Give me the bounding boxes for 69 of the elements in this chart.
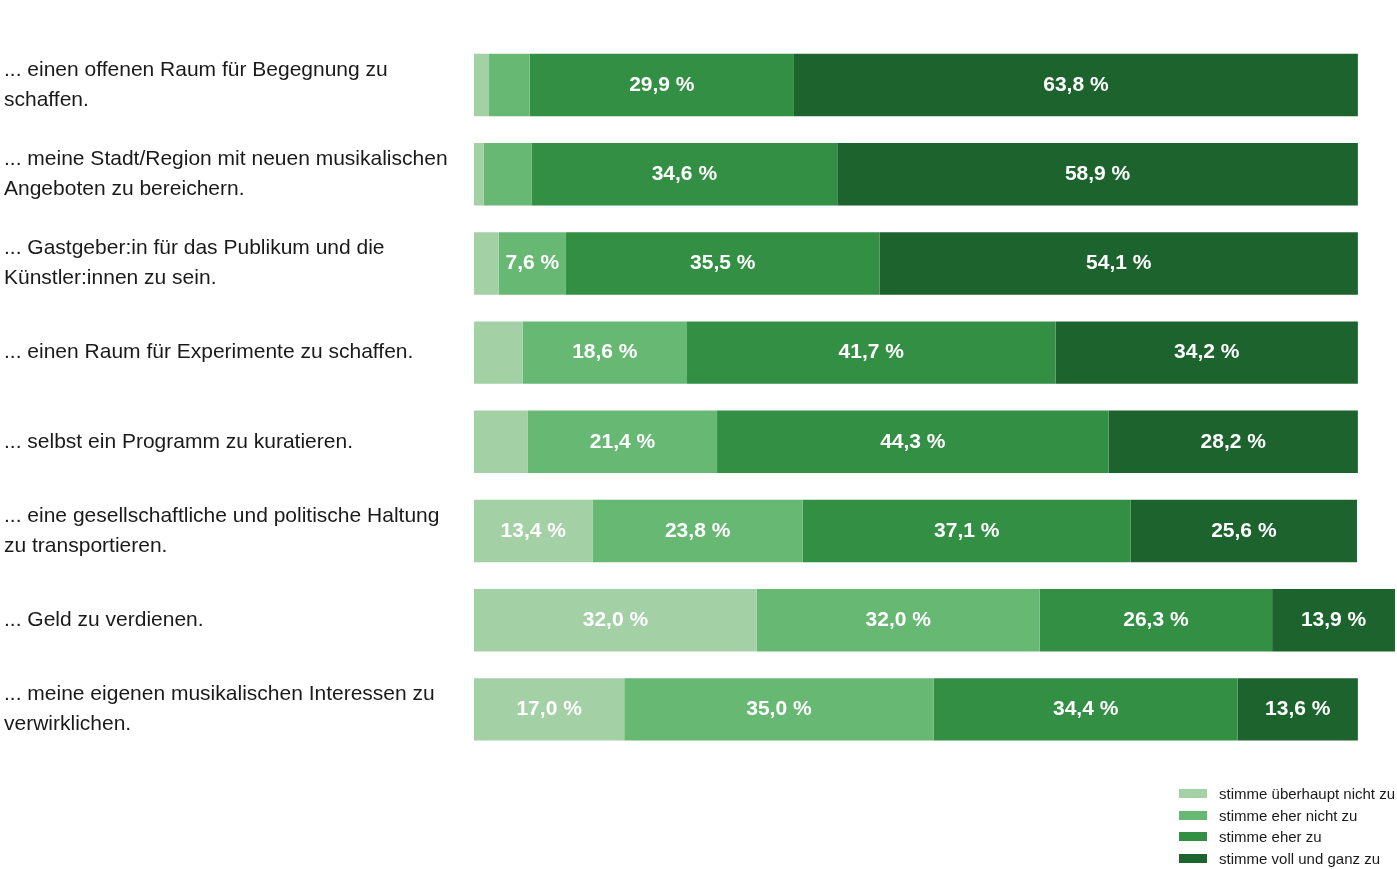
data-label: 28,2 % <box>1200 428 1267 452</box>
data-label: 7,6 % <box>505 250 560 274</box>
data-label: 34,6 % <box>651 161 718 185</box>
data-label: 21,4 % <box>589 428 656 452</box>
bar <box>474 143 484 206</box>
bar <box>474 410 528 474</box>
bar <box>837 143 1358 206</box>
bar <box>474 232 499 295</box>
data-label: 63,8 % <box>1043 71 1109 95</box>
y-tick-label: ... einen Raum für Experimente zu schaffen. <box>4 339 414 363</box>
data-label: 13,4 % <box>500 517 567 541</box>
bar <box>793 53 1358 117</box>
data-label: 18,6 % <box>572 339 638 363</box>
bar <box>933 678 1238 741</box>
bar <box>474 321 523 384</box>
data-label: 35,0 % <box>746 696 812 720</box>
legend-label: stimme eher nicht zu <box>1219 806 1358 824</box>
data-label: 54,1 % <box>1086 250 1152 274</box>
bar <box>498 232 566 295</box>
data-label: 44,3 % <box>880 428 946 452</box>
y-tick-label: ... Geld zu verdienen. <box>4 607 204 631</box>
data-label: 13,9 % <box>1300 607 1367 631</box>
data-label: 13,6 % <box>1265 696 1331 720</box>
data-label: 17,0 % <box>516 696 583 720</box>
bar <box>565 232 880 295</box>
data-label: 41,7 % <box>838 339 905 363</box>
y-tick-label: ... Gastgeber:in für das Publikum und die Künstler:innen zu sein. <box>4 235 385 289</box>
bar <box>1237 678 1358 741</box>
bar <box>717 410 1109 474</box>
y-tick-label: ... eine gesellschaftliche und politische Haltung zu transportieren. <box>4 502 440 557</box>
legend-label: stimme voll und ganz zu <box>1219 849 1380 867</box>
bar <box>879 232 1358 295</box>
y-tick-label: ... meine eigenen musikalischen Interessen zu verwirklichen. <box>4 680 435 735</box>
bar <box>624 678 934 741</box>
legend-label: stimme eher zu <box>1219 828 1322 846</box>
bar <box>522 321 688 384</box>
bar <box>489 53 530 117</box>
data-label: 26,3 % <box>1123 607 1189 631</box>
bar <box>1130 499 1357 563</box>
bar <box>483 143 532 206</box>
data-label: 34,2 % <box>1174 339 1240 363</box>
legend-label: stimme überhaupt nicht zu <box>1219 785 1395 803</box>
bar <box>1039 588 1273 652</box>
data-label: 37,1 % <box>934 517 1000 541</box>
bar <box>474 588 757 652</box>
bar <box>592 499 803 563</box>
data-label: 25,6 % <box>1211 517 1277 541</box>
data-label: 58,9 % <box>1064 161 1131 185</box>
data-label: 32,0 % <box>865 607 932 631</box>
bar <box>1272 588 1395 652</box>
bar <box>529 53 794 117</box>
y-tick-label: ... meine Stadt/Region mit neuen musikalischen Angeboten zu bereichern. <box>4 145 448 200</box>
bar <box>756 588 1040 652</box>
bar <box>1108 410 1358 474</box>
y-tick-label: ... einen offenen Raum für Begegnung zu schaffen. <box>4 56 388 111</box>
bar <box>474 499 593 563</box>
data-label: 32,0 % <box>582 607 649 631</box>
bar <box>1055 321 1358 384</box>
bar <box>531 143 838 206</box>
bar <box>527 410 718 474</box>
bar <box>474 678 625 741</box>
bar <box>474 53 490 117</box>
data-label: 35,5 % <box>690 250 756 274</box>
y-tick-label: ... selbst ein Programm zu kuratieren. <box>4 428 353 452</box>
data-label: 29,9 % <box>629 71 695 95</box>
data-label: 23,8 % <box>664 517 731 541</box>
data-label: 34,4 % <box>1052 696 1119 720</box>
bar <box>802 499 1131 563</box>
bar <box>687 321 1056 384</box>
